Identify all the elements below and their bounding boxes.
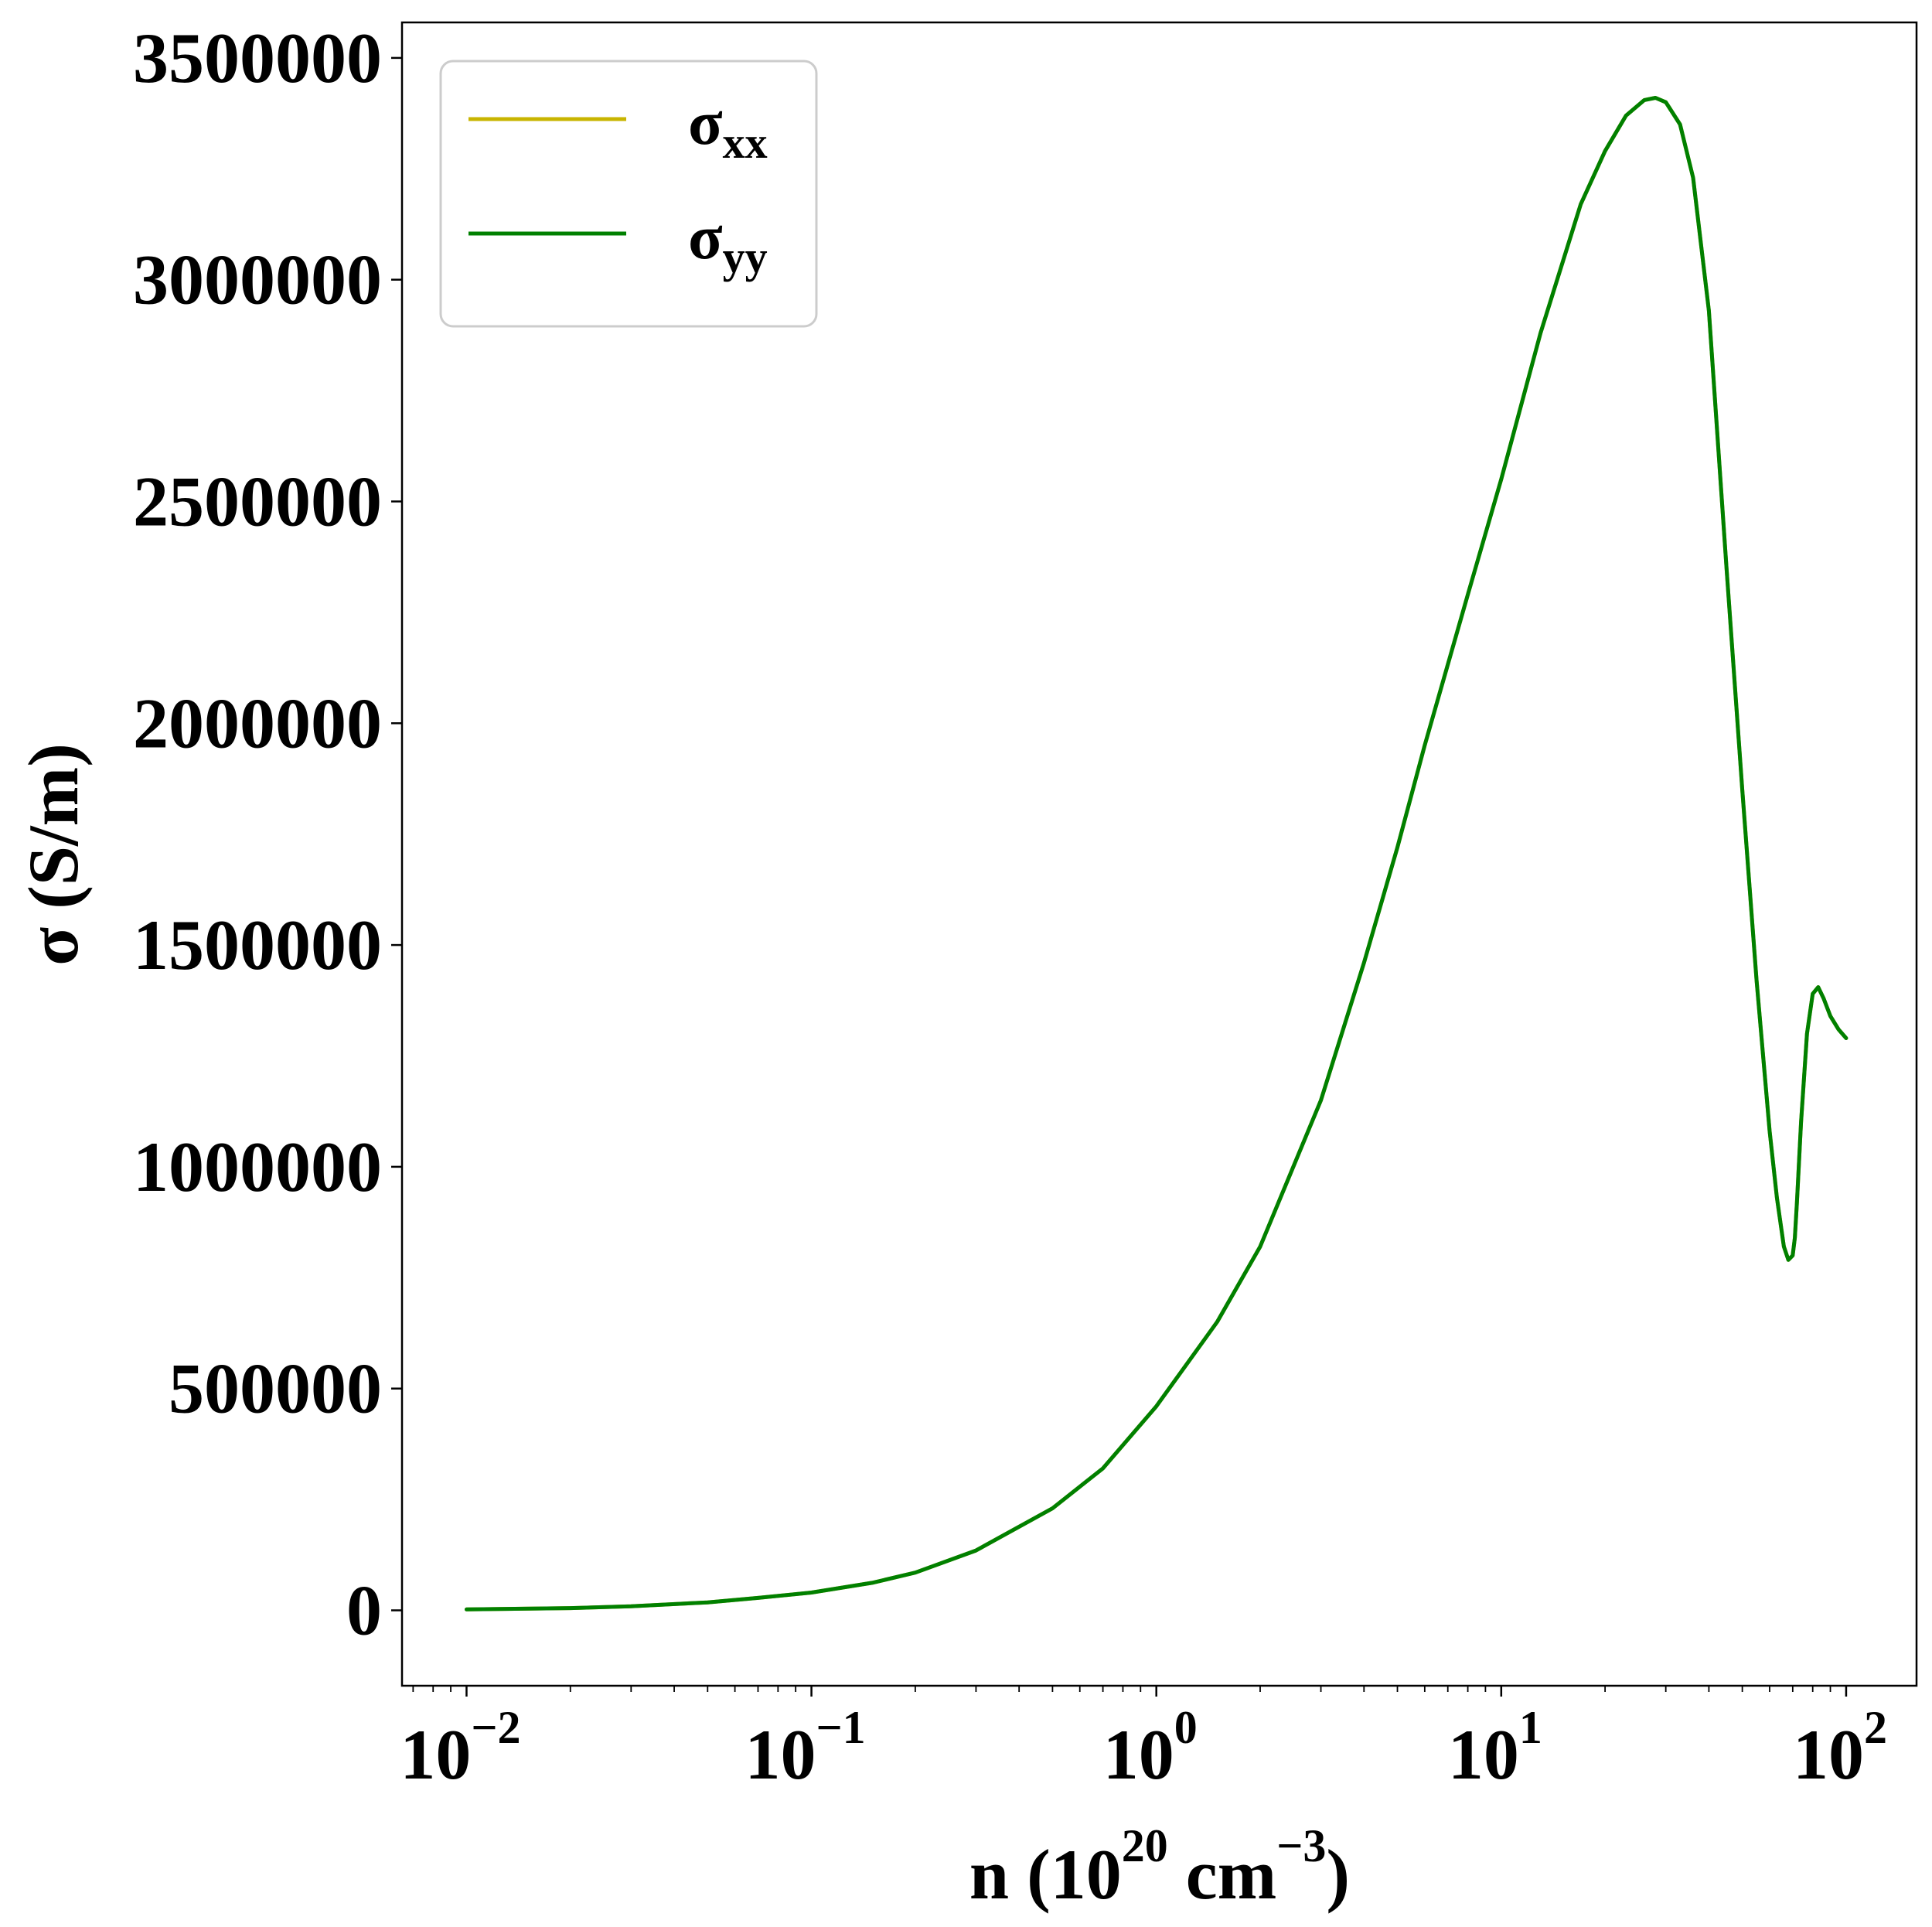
x-tick-label-exp: 1	[1519, 1702, 1542, 1753]
x-tick-label: 102	[1793, 1702, 1887, 1794]
x-tick-label-base: 10	[1448, 1715, 1519, 1794]
x-tick-label-base: 10	[745, 1715, 816, 1794]
x-axis-label-mid: cm	[1168, 1835, 1276, 1914]
x-tick-label: 100	[1103, 1702, 1198, 1794]
x-axis-label-sup1: 20	[1122, 1820, 1168, 1871]
y-tick-label: 2000000	[133, 684, 382, 762]
y-tick-label: 1000000	[133, 1127, 382, 1206]
series-layer	[465, 96, 1849, 1612]
x-tick-label-exp: 2	[1864, 1702, 1887, 1753]
y-tick-label: 0	[346, 1571, 382, 1649]
legend-frame	[439, 60, 818, 328]
x-tick-label-exp: 0	[1174, 1702, 1198, 1753]
x-axis-label-base: n (10	[969, 1835, 1122, 1914]
x-tick-label-base: 10	[1103, 1715, 1174, 1794]
x-tick-label: 10−1	[745, 1702, 865, 1794]
x-axis-label-sup2: −3	[1276, 1820, 1326, 1871]
legend-label-sigma-yy-name: σ	[688, 202, 723, 272]
x-tick-label-base: 10	[400, 1715, 471, 1794]
x-tick-label-exp: −2	[471, 1702, 520, 1753]
y-tick-label: 3000000	[133, 240, 382, 319]
y-tick-label: 1500000	[133, 906, 382, 984]
x-axis-label-end: )	[1326, 1835, 1350, 1914]
legend: σxx σyy	[439, 60, 818, 328]
x-axis: 10−2 10−1 100 101 102	[400, 1686, 1887, 1794]
x-tick-label-base: 10	[1793, 1715, 1864, 1794]
legend-label-sigma-xx-sub: xx	[723, 118, 768, 168]
x-axis-label: n (1020 cm−3)	[969, 1820, 1350, 1914]
x-tick-label: 101	[1448, 1702, 1542, 1794]
y-tick-label: 500000	[169, 1349, 382, 1428]
y-axis-label: σ (S/m)	[14, 743, 93, 966]
legend-label-sigma-yy: σyy	[688, 202, 768, 282]
y-tick-label: 2500000	[133, 462, 382, 541]
legend-label-sigma-xx: σxx	[688, 87, 768, 168]
y-tick-label: 3500000	[133, 19, 382, 97]
legend-label-sigma-yy-sub: yy	[723, 232, 768, 282]
plot-frame	[400, 21, 1918, 1687]
x-tick-label: 10−2	[400, 1702, 520, 1794]
legend-label-sigma-xx-name: σ	[688, 87, 723, 158]
x-tick-label-exp: −1	[816, 1702, 865, 1753]
series-line-yy	[465, 96, 1849, 1612]
y-axis: 0 500000 1000000 1500000 2000000 2500000 30000…	[133, 19, 402, 1649]
